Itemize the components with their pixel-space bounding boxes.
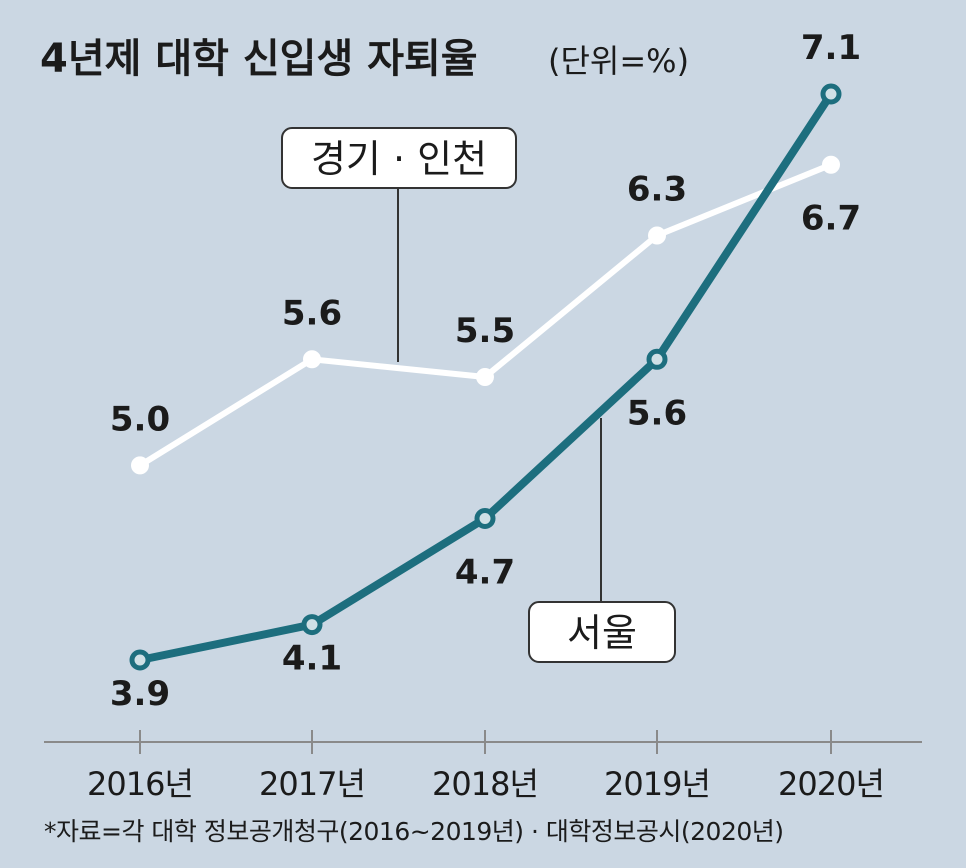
gyeonggi-legend-label: 경기 · 인천 xyxy=(311,137,487,181)
seoul-value-label: 5.6 xyxy=(627,393,687,433)
gyeonggi-incheon-point xyxy=(822,155,840,174)
x-tick-label: 2020년 xyxy=(778,765,884,803)
seoul-value-label: 4.1 xyxy=(282,639,342,679)
gyeonggi-incheon-value-label: 5.6 xyxy=(282,293,342,333)
seoul-value-label: 7.1 xyxy=(801,28,861,68)
gyeonggi-incheon-value-label: 5.0 xyxy=(110,399,170,439)
seoul-legend-box xyxy=(528,601,676,663)
gyeonggi-incheon-value-label: 6.7 xyxy=(801,199,861,239)
source-note: *자료=각 대학 정보공개청구(2016~2019년) · 대학정보공시(202… xyxy=(44,817,784,846)
seoul-point xyxy=(820,83,842,105)
x-tick-label: 2017년 xyxy=(259,765,365,803)
gyeonggi-incheon-value-label: 5.5 xyxy=(455,311,515,351)
x-axis-ticks xyxy=(139,730,832,754)
gyeonggi-incheon-value-label: 6.3 xyxy=(627,170,687,210)
series-layer: 5.0 5.6 5.5 6.3 6.7 3.9 4.1 4.7 5.6 7.1 xyxy=(110,28,861,714)
gyeonggi-incheon-point xyxy=(303,350,321,369)
gyeonggi-legend-box xyxy=(281,127,517,189)
seoul-point xyxy=(301,614,323,636)
gyeonggi-incheon-point xyxy=(648,226,666,245)
x-tick-label: 2018년 xyxy=(432,765,538,803)
gyeonggi-incheon-point xyxy=(476,368,494,386)
gyeonggi-incheon-point xyxy=(131,456,149,475)
seoul-value-label: 3.9 xyxy=(110,674,170,714)
seoul-point xyxy=(646,348,668,370)
seoul-point xyxy=(474,508,496,529)
seoul-value-label: 4.7 xyxy=(455,553,515,593)
seoul-legend-label: 서울 xyxy=(567,611,637,655)
x-tick-label: 2016년 xyxy=(87,765,193,803)
x-axis-labels: 2016년 2017년 2018년 2019년 2020년 xyxy=(87,765,885,803)
seoul-point xyxy=(129,649,151,671)
x-tick-label: 2019년 xyxy=(604,765,710,803)
unit-note: (단위=%) xyxy=(548,42,689,80)
chart-title: 4년제 대학 신입생 자퇴율 xyxy=(40,36,478,82)
